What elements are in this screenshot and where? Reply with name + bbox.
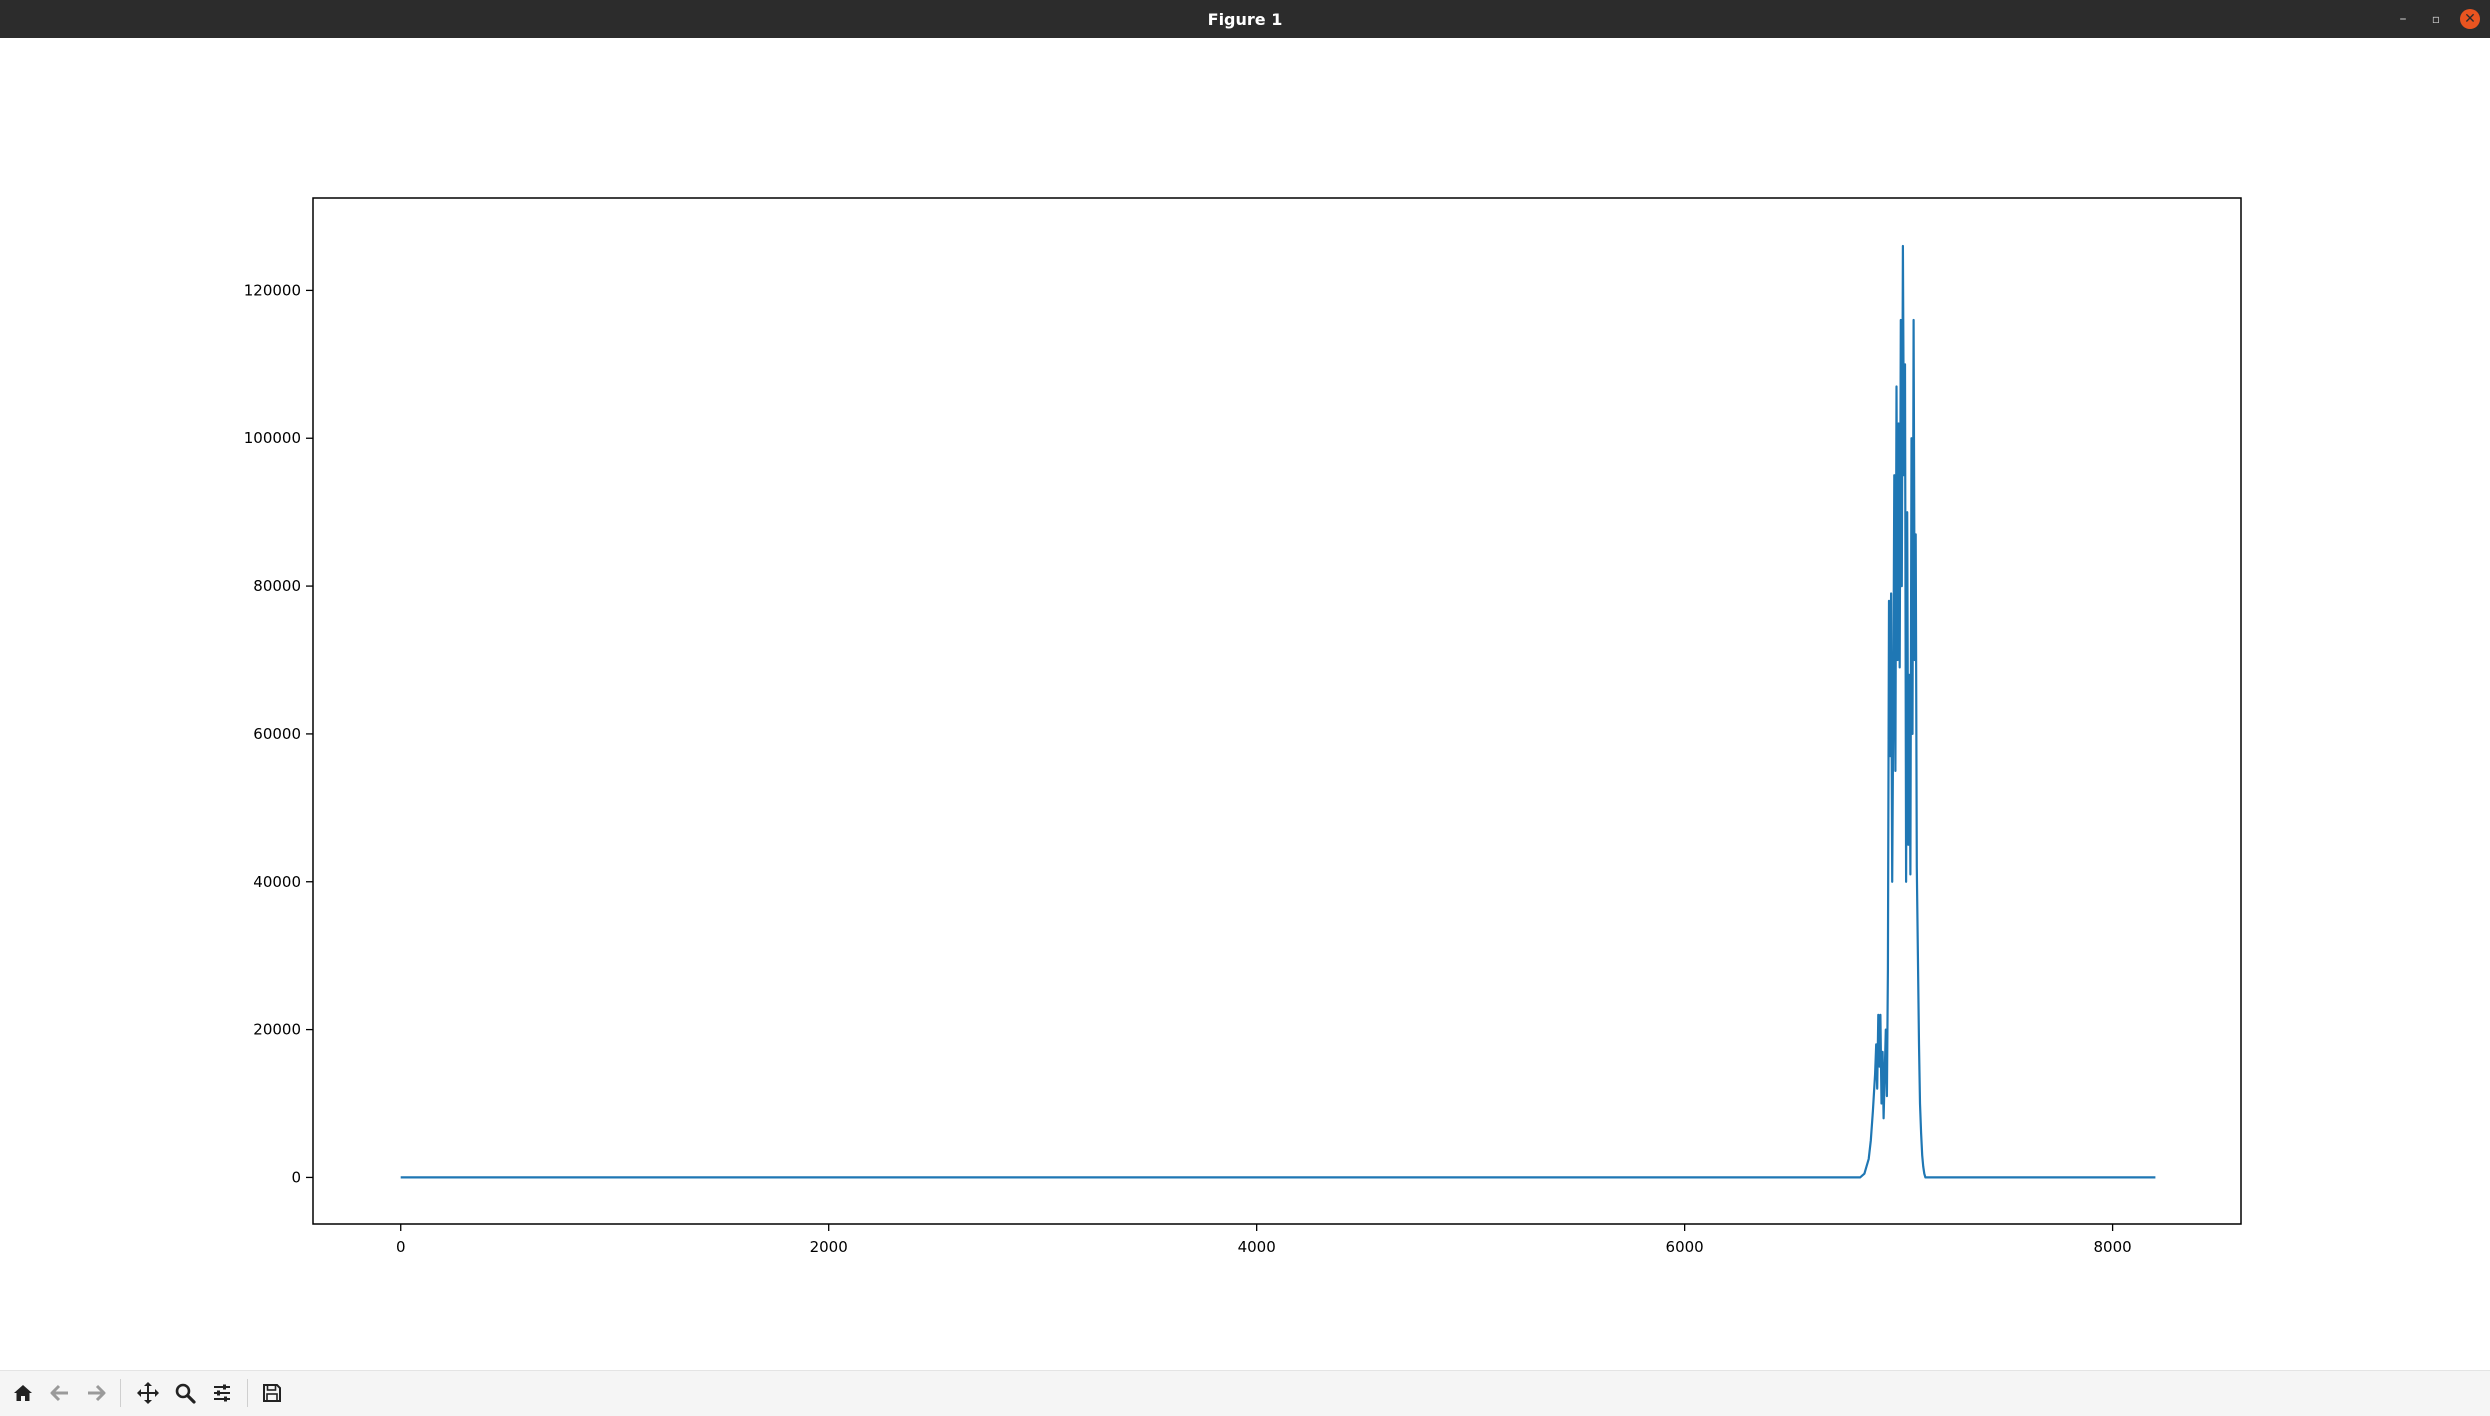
x-axis: 0 2000 4000 6000 8000 <box>396 1224 2132 1256</box>
toolbar-separator <box>120 1379 121 1407</box>
toolbar-separator <box>247 1379 248 1407</box>
minimize-icon: – <box>2399 11 2407 27</box>
plot-area <box>400 244 2156 1179</box>
x-tick-label: 0 <box>396 1238 406 1256</box>
y-tick-label: 80000 <box>253 577 301 595</box>
home-button[interactable] <box>7 1377 39 1409</box>
save-button[interactable] <box>256 1377 288 1409</box>
navigation-toolbar <box>0 1370 2490 1416</box>
x-tick-label: 6000 <box>1666 1238 1704 1256</box>
configure-subplots-icon <box>214 1384 230 1402</box>
y-tick-label: 100000 <box>244 429 301 447</box>
forward-icon <box>88 1384 106 1402</box>
axes-frame <box>312 197 2242 1225</box>
configure-subplots-button[interactable] <box>206 1377 238 1409</box>
maximize-icon: ▫ <box>2431 12 2441 26</box>
y-tick-label: 0 <box>291 1168 301 1186</box>
title-bar: Figure 1 – ▫ ✕ <box>0 0 2490 38</box>
back-button[interactable] <box>44 1377 76 1409</box>
home-icon <box>14 1385 32 1401</box>
x-tick-label: 4000 <box>1238 1238 1276 1256</box>
forward-button[interactable] <box>80 1377 112 1409</box>
pan-button[interactable] <box>132 1377 164 1409</box>
y-axis: 0 20000 40000 60000 80000 100000 120000 <box>244 281 313 1186</box>
close-icon: ✕ <box>2460 9 2480 29</box>
line-chart[interactable]: 0 2000 4000 6000 8000 0 20000 40000 60000 80000 1… <box>1 38 2489 1370</box>
figure-canvas[interactable]: 0 2000 4000 6000 8000 0 20000 40000 60000 80000 1… <box>1 38 2489 1370</box>
series-line <box>400 244 2156 1179</box>
y-tick-label: 20000 <box>253 1021 301 1039</box>
back-icon <box>50 1384 68 1402</box>
window-title: Figure 1 <box>1207 9 1283 29</box>
y-tick-label: 60000 <box>253 725 301 743</box>
zoom-icon <box>175 1383 196 1404</box>
minimize-button[interactable]: – <box>2388 0 2418 38</box>
zoom-button[interactable] <box>169 1377 201 1409</box>
x-tick-label: 8000 <box>2094 1238 2132 1256</box>
y-tick-label: 120000 <box>244 281 301 299</box>
maximize-button[interactable]: ▫ <box>2421 0 2451 38</box>
x-tick-label: 2000 <box>810 1238 848 1256</box>
pan-icon <box>137 1382 159 1404</box>
save-icon <box>263 1384 281 1402</box>
close-button[interactable]: ✕ <box>2455 0 2485 38</box>
y-tick-label: 40000 <box>253 873 301 891</box>
